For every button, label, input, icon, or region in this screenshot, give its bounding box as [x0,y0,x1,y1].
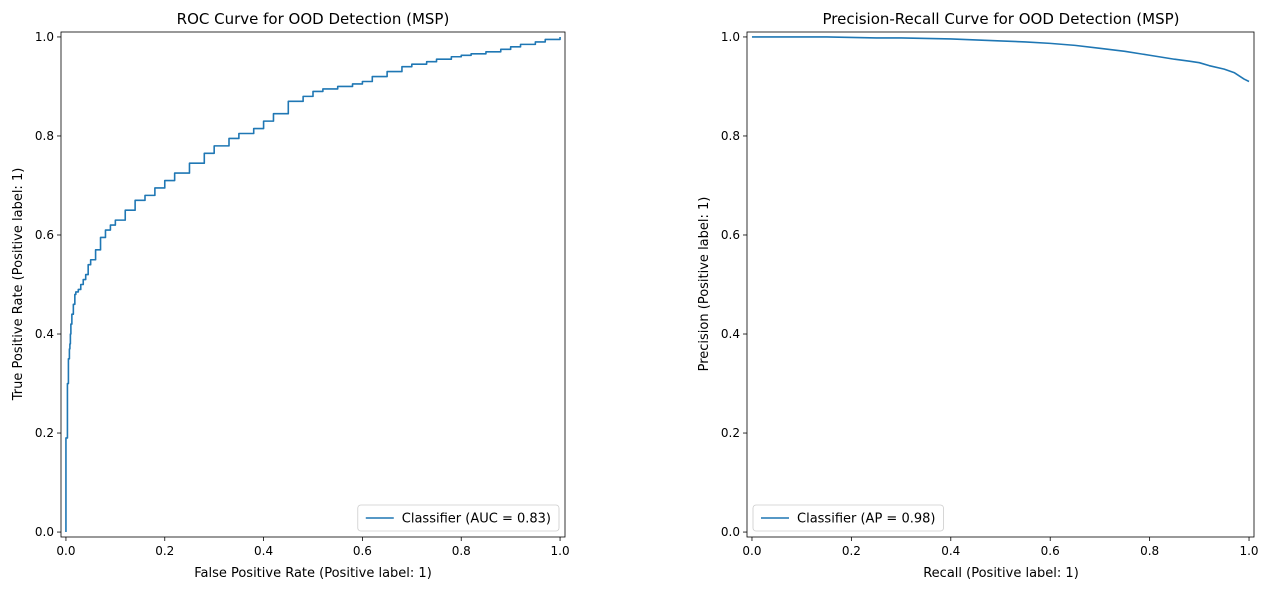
pr-x-tick-label: 0.8 [1140,544,1159,558]
pr-y-tick-label: 0.0 [721,525,740,539]
pr-y-tick-label: 0.4 [721,327,740,341]
roc-chart-title: ROC Curve for OOD Detection (MSP) [177,10,450,28]
roc-legend: Classifier (AUC = 0.83) [357,504,560,532]
roc-legend-box [357,504,560,532]
pr-series-line [751,36,1250,83]
pr-y-tick-label: 1.0 [721,30,740,44]
pr-axes-frame [746,31,1255,538]
pr-x-tick-label: 0.0 [742,544,761,558]
roc-legend-label: Classifier (AUC = 0.83) [402,512,551,527]
roc-x-tick-label: 0.4 [254,544,273,558]
roc-y-axis-label: True Positive Rate (Positive label: 1) [11,168,26,402]
pr-y-tick-label: 0.2 [721,426,740,440]
roc-x-axis-label: False Positive Rate (Positive label: 1) [194,566,432,581]
pr-legend-label: Classifier (AP = 0.98) [797,512,935,527]
pr-legend: Classifier (AP = 0.98) [752,504,944,532]
roc-y-tick-label: 0.8 [35,129,54,143]
pr-x-tick-label: 0.6 [1041,544,1060,558]
pr-y-tick-label: 0.6 [721,228,740,242]
pr-x-axis-label: Recall (Positive label: 1) [923,566,1079,581]
roc-x-tick-label: 0.0 [56,544,75,558]
roc-x-tick-label: 0.8 [452,544,471,558]
roc-y-tick-label: 0.2 [35,426,54,440]
pr-legend-box [752,504,944,532]
roc-y-tick-label: 0.4 [35,327,54,341]
roc-x-tick-label: 1.0 [551,544,570,558]
roc-x-tick-label: 0.6 [353,544,372,558]
roc-y-tick-label: 0.6 [35,228,54,242]
pr-x-tick-label: 1.0 [1239,544,1258,558]
roc-chart-panel: ROC Curve for OOD Detection (MSP) False … [11,10,570,581]
pr-y-axis-label: Precision (Positive label: 1) [697,197,712,372]
roc-axes-frame [60,31,566,538]
roc-x-tick-label: 0.2 [155,544,174,558]
pr-chart-panel: Precision-Recall Curve for OOD Detection… [697,10,1259,581]
pr-x-tick-label: 0.4 [941,544,960,558]
pr-y-tick-label: 0.8 [721,129,740,143]
pr-x-tick-label: 0.2 [842,544,861,558]
roc-y-tick-label: 0.0 [35,525,54,539]
pr-chart-title: Precision-Recall Curve for OOD Detection… [822,10,1179,28]
roc-series-line [65,36,561,533]
roc-y-tick-label: 1.0 [35,30,54,44]
